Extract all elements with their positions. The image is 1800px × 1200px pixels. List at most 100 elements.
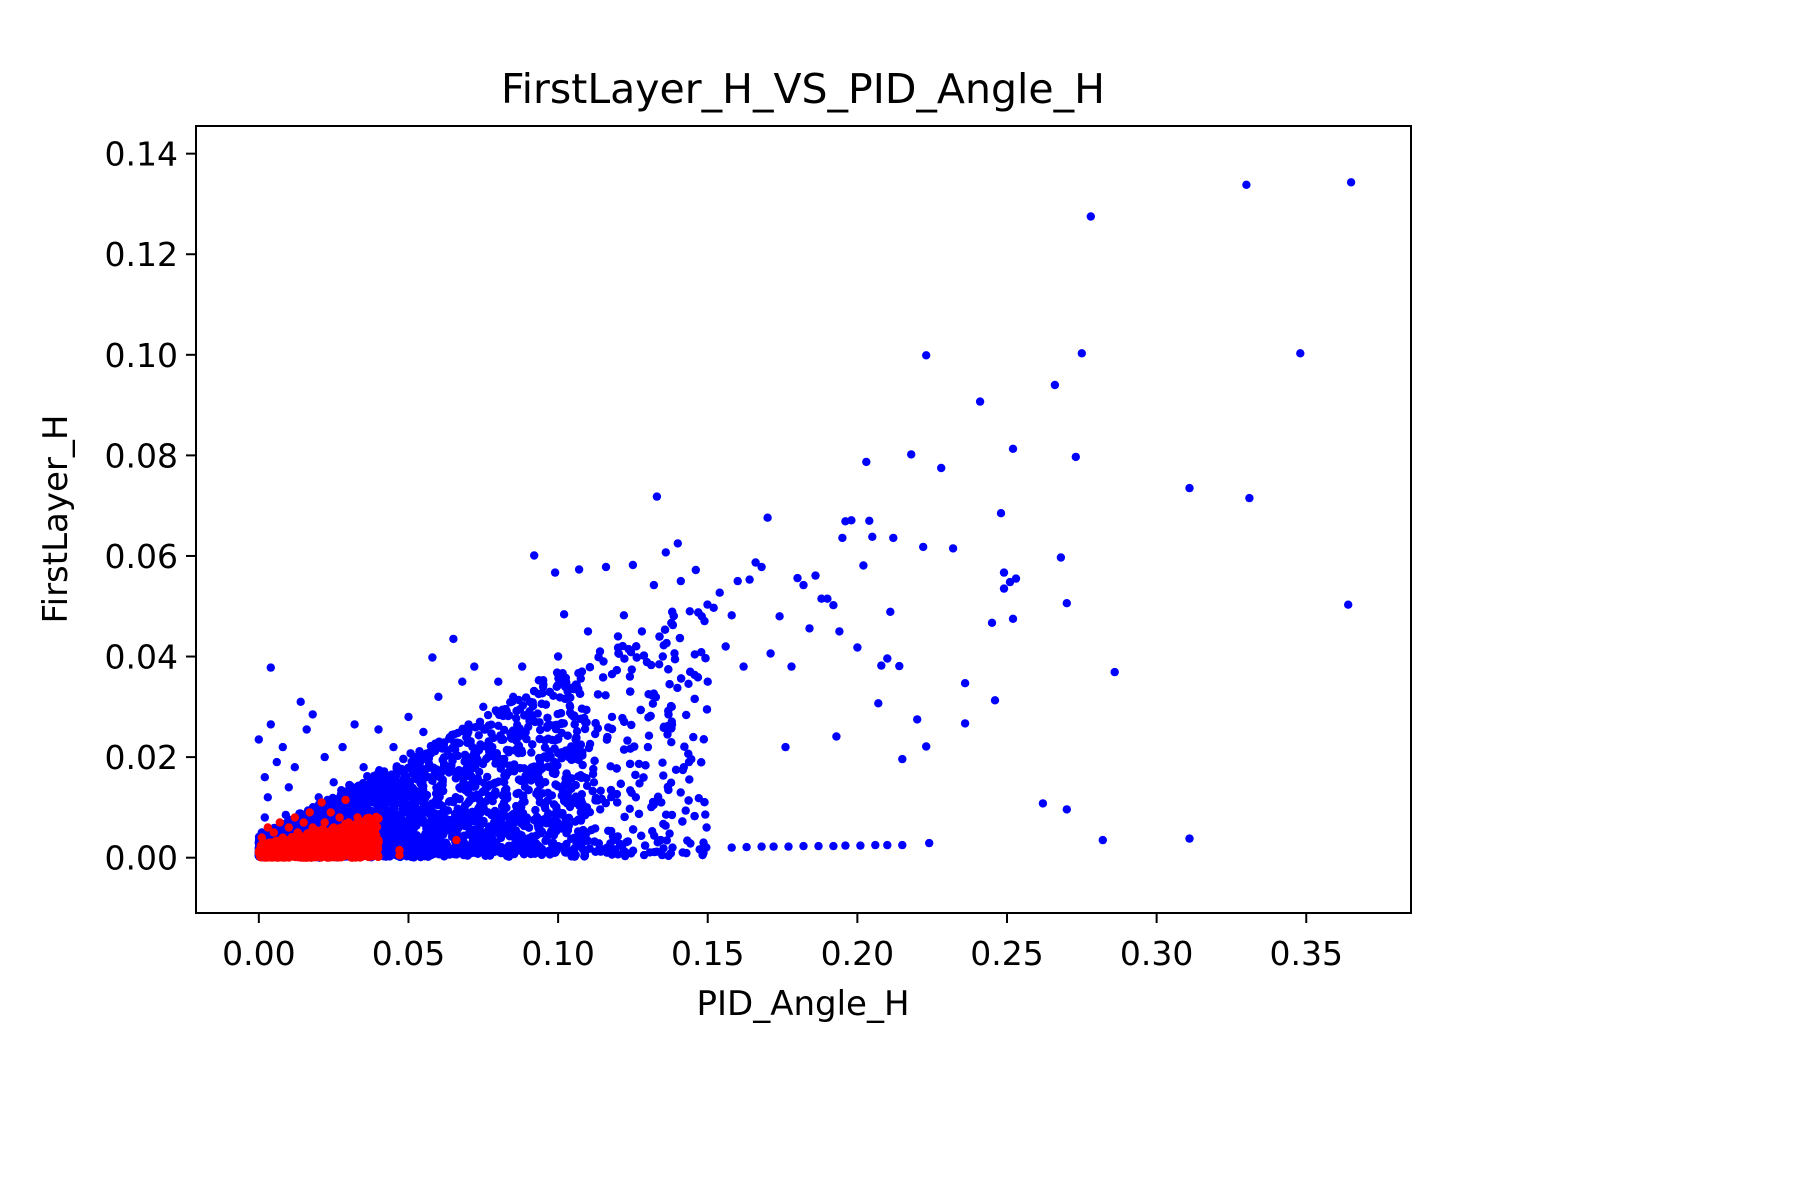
blue-cloud-point [666, 849, 675, 858]
blue-cloud-point [697, 648, 706, 657]
blue-cloud-point [645, 848, 655, 857]
blue-cloud-point [663, 730, 672, 739]
blue-cloud-point [531, 805, 540, 815]
blue-cloud-point [632, 642, 641, 651]
blue-cloud-point [658, 758, 667, 767]
blue-cloud-point [522, 734, 531, 744]
blue-cloud-point [523, 766, 532, 775]
blue-cloud-point [590, 837, 599, 846]
blue-cloud-point [563, 731, 572, 740]
blue-cloud-point [469, 793, 478, 803]
blue-cloud-point [664, 710, 673, 719]
blue-cloud-point [665, 829, 674, 838]
blue-cloud-point [557, 754, 566, 763]
blue-cloud-point [667, 738, 676, 747]
blue-cloud-point [519, 817, 528, 826]
blue-cloud-point [690, 650, 699, 659]
blue-cloud-point [659, 723, 668, 732]
blue-cloud-point [389, 802, 398, 811]
blue-cloud-point [397, 792, 406, 802]
blue-cloud-point [700, 798, 709, 807]
blue-cloud-point [448, 756, 457, 765]
blue-cloud-point [419, 794, 428, 803]
blue-cloud-point [639, 773, 648, 782]
blue-cloud-point [620, 812, 629, 822]
blue-cloud-point [483, 710, 493, 720]
blue-cloud-point [612, 789, 622, 799]
blue-cloud-point [534, 676, 544, 685]
blue-cloud-point [601, 691, 610, 700]
blue-cloud-point [697, 758, 706, 767]
blue-cloud-point [406, 749, 415, 758]
blue-cloud-point [460, 839, 470, 848]
blue-cloud-point [545, 687, 554, 697]
blue-cloud-point [445, 733, 454, 742]
blue-cloud-point [574, 815, 583, 824]
blue-cloud-point [614, 649, 624, 658]
blue-cloud-point [699, 838, 708, 847]
blue-cloud-point [626, 849, 636, 858]
blue-cloud-point [392, 763, 401, 773]
blue-cloud-point [528, 740, 537, 749]
blue-cloud-point [551, 827, 561, 836]
blue-cloud-point [689, 732, 698, 742]
blue-cloud-point [430, 747, 440, 756]
blue-cloud-point [680, 742, 689, 751]
blue-cloud-point [450, 745, 460, 754]
blue-cloud-point [648, 699, 658, 708]
blue-cloud-point [524, 823, 534, 832]
blue-cloud-point [616, 779, 625, 788]
blue-cloud-point [549, 757, 559, 767]
blue-cloud-point [683, 836, 692, 845]
blue-cloud-point [702, 705, 712, 714]
blue-cloud-point [593, 690, 603, 699]
blue-cloud-point [662, 836, 671, 845]
blue-cloud-point [515, 802, 524, 812]
blue-cloud-point [667, 618, 676, 628]
blue-cloud-point [556, 843, 565, 852]
blue-cloud-point [607, 724, 617, 734]
blue-cloud-point [366, 793, 375, 803]
blue-cloud-point [659, 771, 668, 780]
blue-cloud-point [484, 752, 493, 762]
blue-cloud-point [656, 835, 665, 845]
blue-cloud-point [496, 764, 505, 773]
blue-cloud-point [640, 841, 650, 850]
blue-cloud-point [489, 841, 498, 851]
blue-cloud-point [624, 644, 633, 654]
blue-cloud-point [534, 689, 543, 699]
blue-cloud-point [517, 831, 526, 840]
blue-cloud-point [552, 682, 561, 691]
blue-cloud-point [453, 804, 462, 813]
blue-cloud-point [667, 810, 677, 820]
blue-cloud-point [471, 751, 481, 761]
blue-cloud-point [660, 625, 670, 634]
blue-cloud-point [588, 769, 598, 779]
blue-cloud-point [648, 827, 657, 836]
blue-cloud-point [619, 745, 629, 754]
blue-cloud-point [449, 797, 458, 807]
blue-cloud-point [440, 852, 449, 861]
blue-cloud-point [484, 826, 493, 835]
blue-cloud-point [429, 822, 438, 831]
blue-cloud-point [495, 710, 504, 720]
blue-cloud-point [438, 786, 448, 796]
blue-cloud-point [670, 655, 680, 664]
blue-cloud-point [539, 799, 548, 808]
blue-cloud-point [438, 777, 447, 787]
blue-cloud-point [524, 785, 533, 795]
blue-cloud-point [619, 846, 629, 856]
blue-cloud-point [564, 813, 574, 823]
blue-cloud-point [659, 819, 668, 829]
blue-cloud-point [649, 800, 658, 810]
blue-cloud-point [512, 714, 521, 723]
blue-cloud-point [597, 794, 606, 804]
blue-cloud-point [505, 846, 515, 856]
blue-cloud-point [398, 782, 407, 791]
blue-cloud-point [667, 717, 676, 726]
blue-cloud-point [652, 847, 661, 856]
blue-cloud-point [628, 825, 638, 834]
blue-cloud-point [627, 720, 636, 730]
blue-cloud-point [571, 781, 580, 790]
blue-cloud-point [402, 772, 411, 781]
